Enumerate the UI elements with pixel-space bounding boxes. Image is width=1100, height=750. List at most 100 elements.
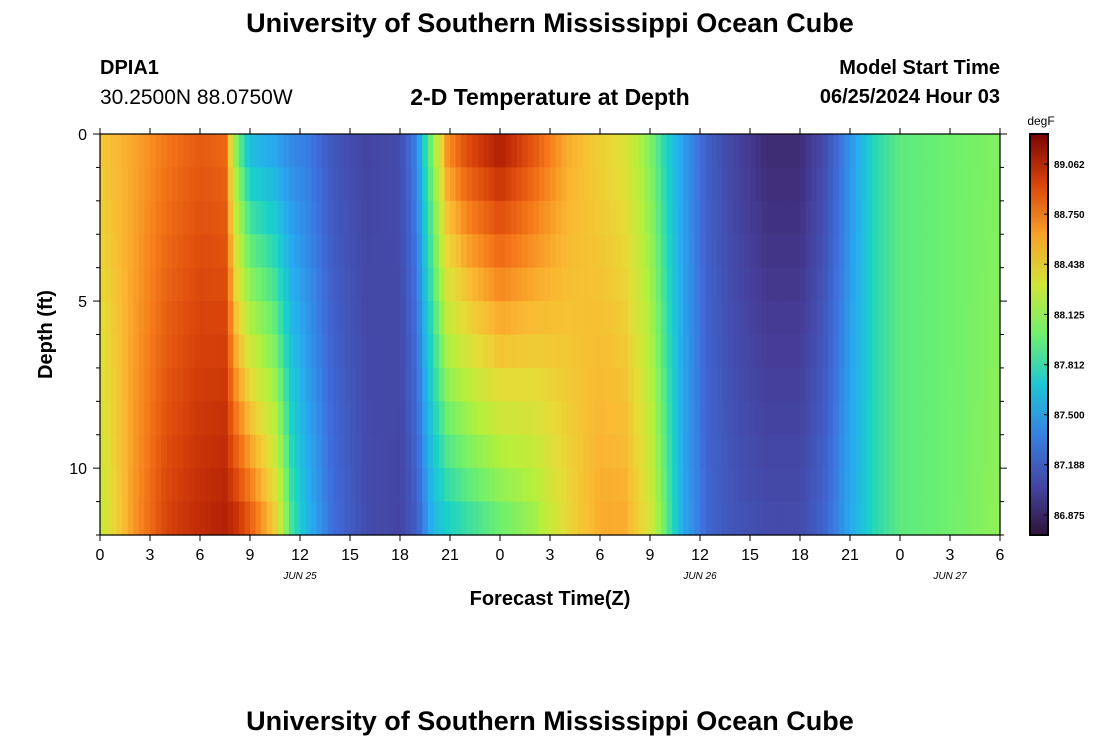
heatmap-cell <box>683 268 689 302</box>
heatmap-cell <box>533 301 539 335</box>
colorbar-segment <box>1030 184 1048 235</box>
heatmap-cell <box>689 268 695 302</box>
heatmap-cell <box>439 167 445 201</box>
heatmap-cell <box>306 167 312 201</box>
heatmap-cell <box>550 435 556 469</box>
heatmap-cell <box>511 335 517 369</box>
heatmap-cell <box>172 301 178 335</box>
heatmap-cell <box>306 468 312 502</box>
heatmap-cell <box>822 134 828 168</box>
heatmap-cell <box>428 468 434 502</box>
heatmap-cell <box>578 401 584 435</box>
heatmap-cell <box>478 268 484 302</box>
heatmap-cell <box>744 335 750 369</box>
heatmap-cell <box>100 134 106 168</box>
heatmap-cell <box>633 335 639 369</box>
heatmap-cell <box>344 502 350 536</box>
heatmap-cell <box>644 401 650 435</box>
heatmap-cell <box>417 435 423 469</box>
heatmap-cell <box>639 234 645 268</box>
date-label: JUN 26 <box>682 571 717 582</box>
heatmap-cell <box>328 301 334 335</box>
heatmap-cell <box>789 502 795 536</box>
heatmap-cell <box>656 502 662 536</box>
heatmap-cell <box>283 335 289 369</box>
heatmap-cell <box>517 167 523 201</box>
heatmap-cell <box>478 201 484 235</box>
heatmap-cell <box>706 268 712 302</box>
heatmap-cell <box>678 368 684 402</box>
heatmap-cell <box>950 234 956 268</box>
heatmap-cell <box>700 301 706 335</box>
heatmap-cell <box>578 134 584 168</box>
heatmap-cell <box>961 368 967 402</box>
heatmap-cell <box>517 301 523 335</box>
heatmap-cell <box>733 268 739 302</box>
heatmap-cell <box>517 435 523 469</box>
heatmap-cell <box>167 134 173 168</box>
heatmap-cell <box>872 335 878 369</box>
heatmap-cell <box>367 301 373 335</box>
heatmap-cell <box>867 368 873 402</box>
heatmap-cell <box>322 435 328 469</box>
heatmap-cell <box>633 268 639 302</box>
heatmap-cell <box>233 401 239 435</box>
heatmap-cell <box>967 435 973 469</box>
heatmap-cell <box>178 268 184 302</box>
heatmap-cell <box>850 368 856 402</box>
heatmap-cell <box>200 368 206 402</box>
heatmap-cell <box>856 502 862 536</box>
heatmap-cell <box>206 368 212 402</box>
heatmap-cell <box>106 201 112 235</box>
heatmap-cell <box>167 234 173 268</box>
heatmap-cell <box>522 502 528 536</box>
heatmap-cell <box>139 234 145 268</box>
heatmap-cell <box>417 268 423 302</box>
heatmap-cell <box>222 301 228 335</box>
heatmap-cell <box>489 401 495 435</box>
heatmap-cell <box>394 268 400 302</box>
heatmap-cell <box>661 401 667 435</box>
heatmap-cell <box>811 201 817 235</box>
heatmap-cell <box>444 268 450 302</box>
heatmap-cell <box>372 301 378 335</box>
heatmap-cell <box>733 134 739 168</box>
heatmap-cell <box>433 468 439 502</box>
heatmap-cell <box>356 301 362 335</box>
heatmap-cell <box>544 335 550 369</box>
heatmap-cell <box>306 368 312 402</box>
heatmap-cell <box>467 201 473 235</box>
heatmap-cell <box>550 134 556 168</box>
heatmap-cell <box>906 468 912 502</box>
heatmap-cell <box>428 134 434 168</box>
heatmap-cell <box>489 502 495 536</box>
heatmap-cell <box>800 167 806 201</box>
heatmap-cell <box>244 335 250 369</box>
heatmap-cell <box>983 167 989 201</box>
heatmap-cell <box>272 435 278 469</box>
heatmap-cell <box>283 134 289 168</box>
heatmap-cell <box>211 167 217 201</box>
heatmap-cell <box>722 502 728 536</box>
heatmap-cell <box>944 167 950 201</box>
heatmap-cell <box>256 234 262 268</box>
heatmap-cell <box>556 301 562 335</box>
heatmap-cell <box>622 167 628 201</box>
heatmap-cell <box>828 401 834 435</box>
heatmap-cell <box>772 401 778 435</box>
heatmap-cell <box>211 435 217 469</box>
heatmap-cell <box>894 401 900 435</box>
heatmap-cell <box>211 335 217 369</box>
heatmap-cell <box>950 335 956 369</box>
heatmap-cell <box>928 268 934 302</box>
heatmap-cell <box>356 401 362 435</box>
heatmap-cell <box>389 167 395 201</box>
heatmap-cell <box>261 134 267 168</box>
heatmap-cell <box>650 201 656 235</box>
heatmap-cell <box>544 201 550 235</box>
heatmap-cell <box>717 268 723 302</box>
heatmap-cell <box>744 167 750 201</box>
heatmap-cell <box>439 234 445 268</box>
heatmap-cell <box>939 167 945 201</box>
heatmap-cell <box>539 167 545 201</box>
